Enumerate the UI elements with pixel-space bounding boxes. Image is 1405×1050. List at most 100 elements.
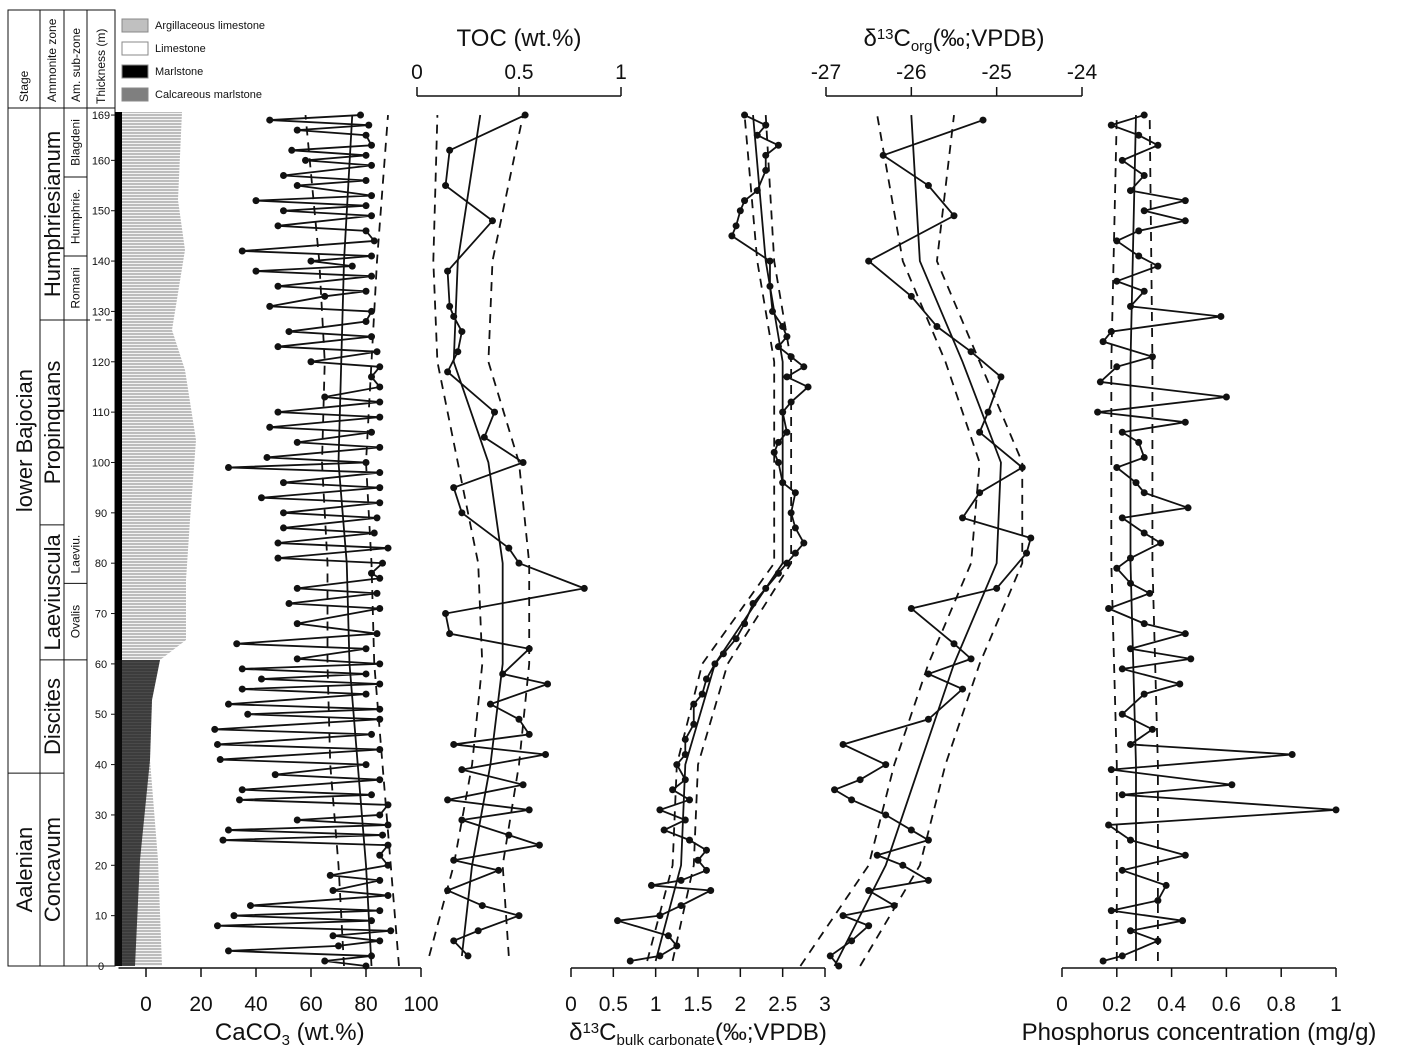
data-point bbox=[368, 192, 375, 200]
data-point bbox=[1140, 207, 1148, 215]
data-point bbox=[376, 715, 384, 723]
data-point bbox=[293, 182, 301, 190]
data-point bbox=[376, 499, 384, 507]
x-tick-label: 0.4 bbox=[1157, 993, 1187, 1016]
x-tick-label: 0 bbox=[140, 993, 152, 1016]
subzones-label: Laeviu. bbox=[69, 535, 83, 574]
axis-title-part: CaCO bbox=[215, 1019, 282, 1046]
data-point bbox=[1127, 302, 1134, 310]
data-point bbox=[271, 771, 279, 779]
data-point bbox=[1288, 751, 1296, 759]
zones-label: Humphriesianum bbox=[40, 131, 65, 297]
data-point bbox=[373, 630, 381, 638]
data-point bbox=[474, 927, 482, 935]
data-point bbox=[280, 509, 287, 517]
data-point bbox=[288, 146, 296, 154]
depth-tick-label: 20 bbox=[95, 860, 107, 872]
data-point bbox=[368, 373, 375, 381]
data-point bbox=[362, 151, 370, 159]
data-point bbox=[779, 479, 787, 487]
axis-title-part: org bbox=[911, 38, 933, 55]
data-point bbox=[376, 876, 384, 884]
data-point bbox=[368, 141, 375, 149]
data-point bbox=[626, 957, 634, 965]
x-tick-label: 0.5 bbox=[504, 61, 533, 84]
data-point bbox=[376, 937, 384, 945]
trend-lower bbox=[799, 114, 981, 967]
x-tick-label: 0.5 bbox=[599, 993, 628, 1016]
data-point bbox=[774, 141, 782, 149]
data-point bbox=[753, 131, 761, 139]
data-point bbox=[238, 786, 246, 794]
data-point bbox=[899, 861, 907, 869]
data-point bbox=[225, 947, 232, 955]
data-point bbox=[454, 348, 462, 356]
data-point bbox=[656, 912, 664, 920]
data-point bbox=[839, 740, 847, 748]
trend-lower bbox=[646, 114, 776, 962]
data-point bbox=[1179, 917, 1187, 925]
data-point bbox=[515, 912, 523, 920]
axis-title-part: (wt.%) bbox=[290, 1019, 365, 1046]
data-point bbox=[1140, 690, 1148, 698]
data-point bbox=[1181, 217, 1189, 225]
header-subzone: Am. sub-zone bbox=[69, 28, 83, 102]
data-point bbox=[384, 544, 392, 552]
depth-tick-label: 70 bbox=[95, 609, 107, 621]
data-point bbox=[362, 458, 370, 466]
depth-tick-label: 120 bbox=[92, 357, 110, 369]
data-point bbox=[1094, 408, 1102, 416]
data-point bbox=[376, 363, 384, 371]
data-point bbox=[664, 932, 672, 940]
data-point bbox=[214, 740, 221, 748]
data-point bbox=[252, 267, 260, 275]
data-point bbox=[976, 489, 984, 497]
data-point bbox=[736, 207, 744, 215]
data-point bbox=[681, 735, 689, 743]
trend-mean bbox=[452, 114, 504, 957]
data-point bbox=[280, 524, 287, 532]
data-point bbox=[368, 428, 375, 436]
data-point bbox=[997, 373, 1005, 381]
data-point bbox=[362, 177, 370, 185]
data-point bbox=[505, 544, 513, 552]
data-point bbox=[535, 841, 543, 849]
data-point bbox=[376, 811, 384, 819]
data-point bbox=[362, 202, 370, 210]
data-point bbox=[762, 151, 770, 159]
data-point bbox=[274, 282, 282, 290]
data-point bbox=[732, 222, 740, 230]
data-point bbox=[1148, 353, 1156, 361]
data-point bbox=[1184, 504, 1192, 512]
data-point bbox=[446, 302, 454, 310]
data-point bbox=[791, 549, 799, 557]
data-point bbox=[458, 816, 466, 824]
data-point bbox=[515, 715, 523, 723]
data-point bbox=[446, 630, 454, 638]
data-point bbox=[707, 886, 715, 894]
data-point bbox=[362, 962, 370, 970]
data-point bbox=[362, 690, 370, 698]
data-point bbox=[247, 902, 254, 910]
data-point bbox=[865, 922, 873, 930]
data-point bbox=[293, 620, 301, 628]
data-point bbox=[656, 952, 664, 960]
data-point bbox=[647, 881, 655, 889]
data-point bbox=[1187, 655, 1195, 663]
data-point bbox=[924, 836, 932, 844]
data-point bbox=[362, 645, 370, 653]
data-point bbox=[848, 796, 856, 804]
lithology-column bbox=[115, 112, 196, 966]
data-point bbox=[263, 453, 271, 461]
data-point bbox=[376, 907, 384, 915]
data-point bbox=[1132, 479, 1140, 487]
axis-title: δ13Corg(‰;VPDB) bbox=[863, 25, 1044, 55]
data-point bbox=[1135, 252, 1143, 260]
data-point bbox=[307, 358, 315, 366]
data-line bbox=[1097, 114, 1337, 962]
x-tick-label: -27 bbox=[811, 61, 841, 84]
data-point bbox=[967, 655, 975, 663]
data-point bbox=[225, 700, 232, 708]
data-point bbox=[728, 232, 736, 240]
